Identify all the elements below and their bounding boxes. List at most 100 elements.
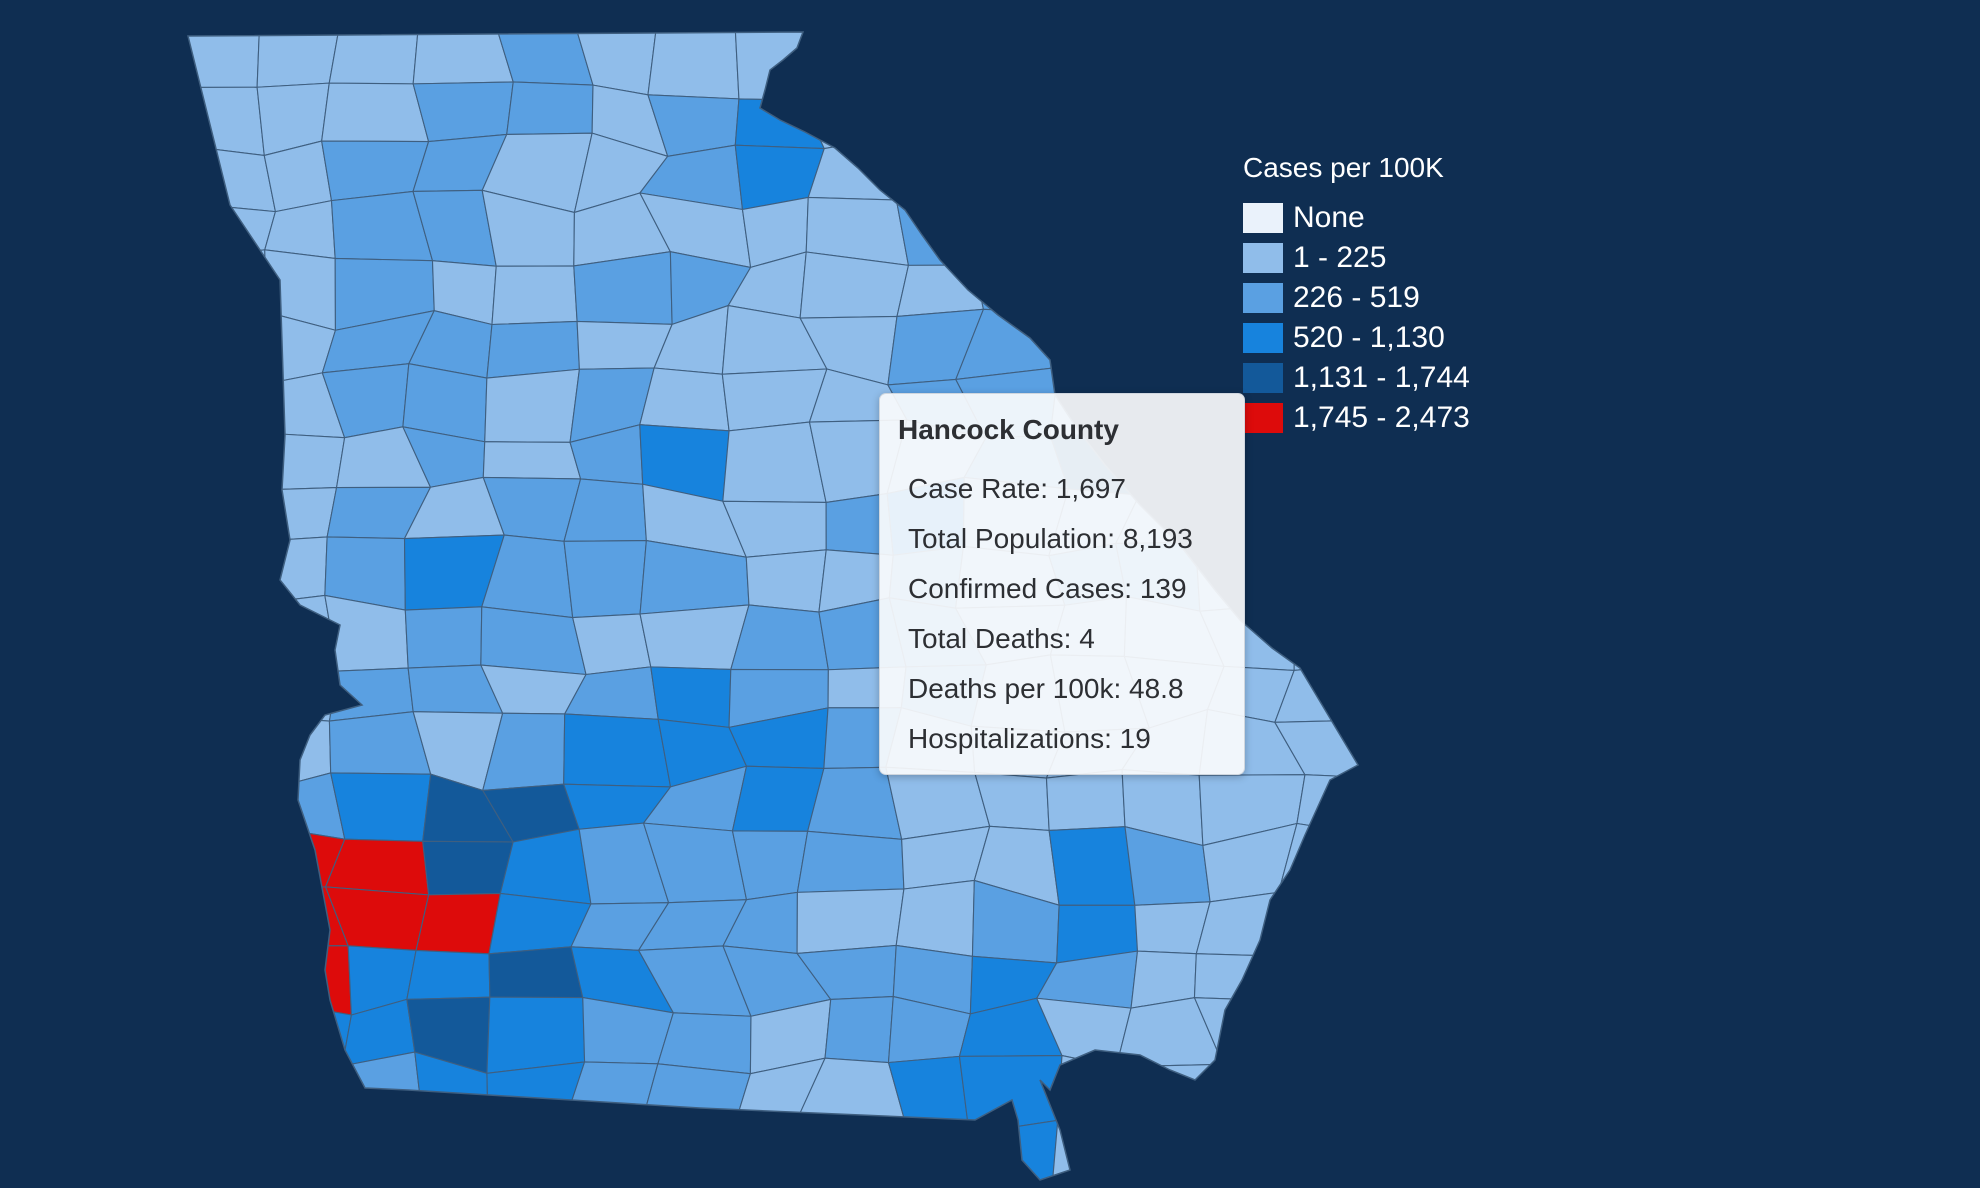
county[interactable] bbox=[893, 136, 988, 211]
county[interactable] bbox=[415, 892, 501, 955]
county[interactable] bbox=[972, 30, 1069, 91]
county[interactable] bbox=[180, 715, 269, 790]
county[interactable] bbox=[1210, 1126, 1301, 1180]
county[interactable] bbox=[734, 30, 816, 101]
county[interactable] bbox=[334, 1051, 424, 1120]
county[interactable] bbox=[412, 30, 514, 85]
county[interactable] bbox=[657, 1012, 752, 1075]
county[interactable] bbox=[1278, 891, 1370, 958]
county[interactable] bbox=[973, 253, 1066, 314]
county[interactable] bbox=[734, 98, 825, 150]
county[interactable] bbox=[877, 76, 989, 153]
county[interactable] bbox=[1048, 826, 1136, 906]
county[interactable] bbox=[1290, 1056, 1370, 1128]
county[interactable] bbox=[893, 1122, 974, 1180]
county[interactable] bbox=[243, 945, 352, 1016]
county[interactable] bbox=[180, 431, 266, 491]
county[interactable] bbox=[796, 830, 905, 893]
county[interactable] bbox=[321, 82, 430, 143]
county[interactable] bbox=[650, 666, 732, 728]
county[interactable] bbox=[563, 540, 647, 619]
county[interactable] bbox=[642, 1118, 736, 1180]
county[interactable] bbox=[1132, 78, 1213, 135]
county[interactable] bbox=[325, 838, 430, 896]
county[interactable] bbox=[245, 772, 346, 840]
county[interactable] bbox=[639, 367, 730, 432]
county[interactable] bbox=[486, 996, 586, 1074]
county[interactable] bbox=[482, 441, 582, 480]
county[interactable] bbox=[1284, 487, 1370, 549]
county[interactable] bbox=[506, 81, 594, 135]
county[interactable] bbox=[639, 604, 750, 671]
county[interactable] bbox=[1123, 251, 1228, 325]
county[interactable] bbox=[180, 945, 265, 1009]
county[interactable] bbox=[480, 606, 587, 676]
county[interactable] bbox=[563, 713, 672, 788]
county[interactable] bbox=[801, 30, 895, 101]
county[interactable] bbox=[807, 766, 903, 840]
county[interactable] bbox=[968, 1119, 1059, 1180]
county[interactable] bbox=[263, 432, 346, 491]
county[interactable] bbox=[180, 776, 269, 836]
county[interactable] bbox=[180, 311, 267, 389]
county[interactable] bbox=[412, 81, 514, 143]
county[interactable] bbox=[1193, 953, 1301, 1002]
county[interactable] bbox=[799, 1112, 906, 1180]
county[interactable] bbox=[417, 1118, 498, 1180]
county[interactable] bbox=[1222, 1056, 1301, 1133]
county[interactable] bbox=[404, 606, 483, 669]
county[interactable] bbox=[180, 374, 265, 434]
county[interactable] bbox=[1123, 319, 1228, 384]
county[interactable] bbox=[180, 1117, 275, 1180]
county[interactable] bbox=[896, 264, 984, 317]
county[interactable] bbox=[1038, 200, 1131, 264]
county[interactable] bbox=[265, 1062, 343, 1120]
county[interactable] bbox=[1199, 78, 1300, 151]
county[interactable] bbox=[1045, 769, 1126, 831]
county[interactable] bbox=[1057, 312, 1135, 375]
county[interactable] bbox=[1290, 79, 1370, 151]
county[interactable] bbox=[1038, 133, 1134, 204]
county[interactable] bbox=[1040, 253, 1131, 321]
county[interactable] bbox=[180, 995, 267, 1066]
county[interactable] bbox=[1057, 1055, 1128, 1121]
county[interactable] bbox=[488, 946, 584, 999]
county[interactable] bbox=[1052, 30, 1149, 101]
county[interactable] bbox=[877, 30, 989, 91]
county[interactable] bbox=[1126, 1116, 1229, 1180]
county[interactable] bbox=[484, 368, 580, 443]
county[interactable] bbox=[180, 822, 268, 894]
county[interactable] bbox=[180, 541, 276, 606]
county[interactable] bbox=[887, 1055, 970, 1135]
county[interactable] bbox=[966, 200, 1042, 266]
county[interactable] bbox=[328, 30, 419, 85]
county[interactable] bbox=[824, 996, 894, 1064]
county[interactable] bbox=[180, 661, 252, 721]
county[interactable] bbox=[1131, 30, 1213, 101]
county[interactable] bbox=[256, 30, 340, 88]
county[interactable] bbox=[1293, 949, 1370, 1009]
county[interactable] bbox=[180, 601, 276, 667]
county[interactable] bbox=[1126, 132, 1208, 212]
county[interactable] bbox=[1290, 1121, 1370, 1181]
county[interactable] bbox=[486, 1061, 586, 1127]
county[interactable] bbox=[1061, 80, 1149, 135]
county[interactable] bbox=[1293, 603, 1370, 671]
county[interactable] bbox=[250, 594, 339, 672]
county[interactable] bbox=[258, 1117, 340, 1180]
county[interactable] bbox=[796, 888, 905, 954]
county[interactable] bbox=[1290, 1000, 1370, 1066]
county[interactable] bbox=[1290, 30, 1370, 89]
county[interactable] bbox=[334, 1118, 424, 1180]
county[interactable] bbox=[572, 613, 652, 676]
county[interactable] bbox=[1126, 201, 1209, 264]
county[interactable] bbox=[647, 30, 740, 100]
county[interactable] bbox=[722, 421, 827, 503]
county[interactable] bbox=[642, 1063, 751, 1129]
county[interactable] bbox=[1284, 538, 1370, 606]
county[interactable] bbox=[245, 536, 328, 603]
county[interactable] bbox=[986, 80, 1069, 153]
county[interactable] bbox=[180, 30, 260, 89]
county[interactable] bbox=[264, 249, 336, 331]
county[interactable] bbox=[491, 265, 578, 326]
